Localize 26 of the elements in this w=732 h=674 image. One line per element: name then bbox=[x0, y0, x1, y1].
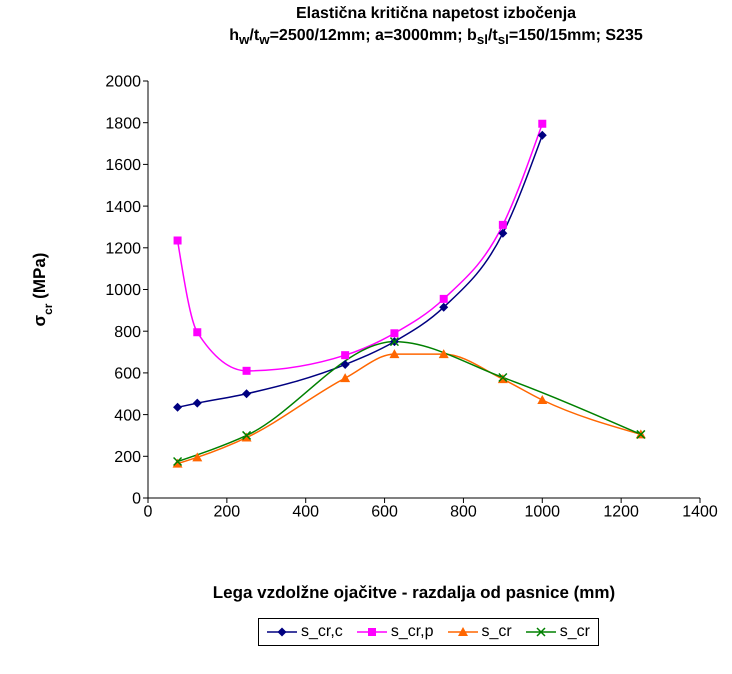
x-tick-label: 200 bbox=[214, 503, 240, 520]
y-tick-label: 1800 bbox=[105, 115, 142, 132]
y-tick-label: 2000 bbox=[105, 74, 142, 91]
text: h$_{w}$/t$_{w}$=2500/12mm; a=3000mm; b$_{sl}$/t$_{sl}$=150/15mm; S235 bbox=[229, 27, 643, 48]
x-tick-label: 1000 bbox=[524, 503, 560, 520]
y-tick-label: 0 bbox=[132, 490, 142, 508]
y-tick-label: 1600 bbox=[105, 157, 142, 174]
x-tick-label: 0 bbox=[144, 503, 153, 520]
legend-label: s_cr,p bbox=[390, 623, 434, 641]
x-tick-label: 800 bbox=[450, 503, 477, 520]
y-tick-label: 800 bbox=[114, 324, 142, 341]
legend-label: s_cr,c bbox=[301, 623, 343, 641]
y-tick-label: 1200 bbox=[105, 240, 142, 258]
x-tick-label: 600 bbox=[371, 503, 398, 520]
x-tick-label: 1200 bbox=[603, 503, 640, 520]
chart-title: Elastična kritična napetost izbočenja bbox=[294, 4, 578, 24]
legend-label: s_cr bbox=[560, 623, 590, 641]
x-axis-title: Lega vzdolžne ojačitve - razdalja od pasnice (mm) bbox=[212, 583, 616, 602]
x-tick-label: 400 bbox=[292, 503, 320, 520]
y-tick-label: 1400 bbox=[105, 198, 142, 216]
y-tick-label: 1000 bbox=[105, 282, 142, 300]
y-tick-label: 400 bbox=[114, 407, 142, 424]
y-tick-label: 600 bbox=[114, 366, 142, 383]
legend-label: s_cr bbox=[482, 623, 512, 641]
x-tick-label: 1400 bbox=[682, 503, 718, 520]
y-tick-label: 200 bbox=[114, 448, 142, 466]
